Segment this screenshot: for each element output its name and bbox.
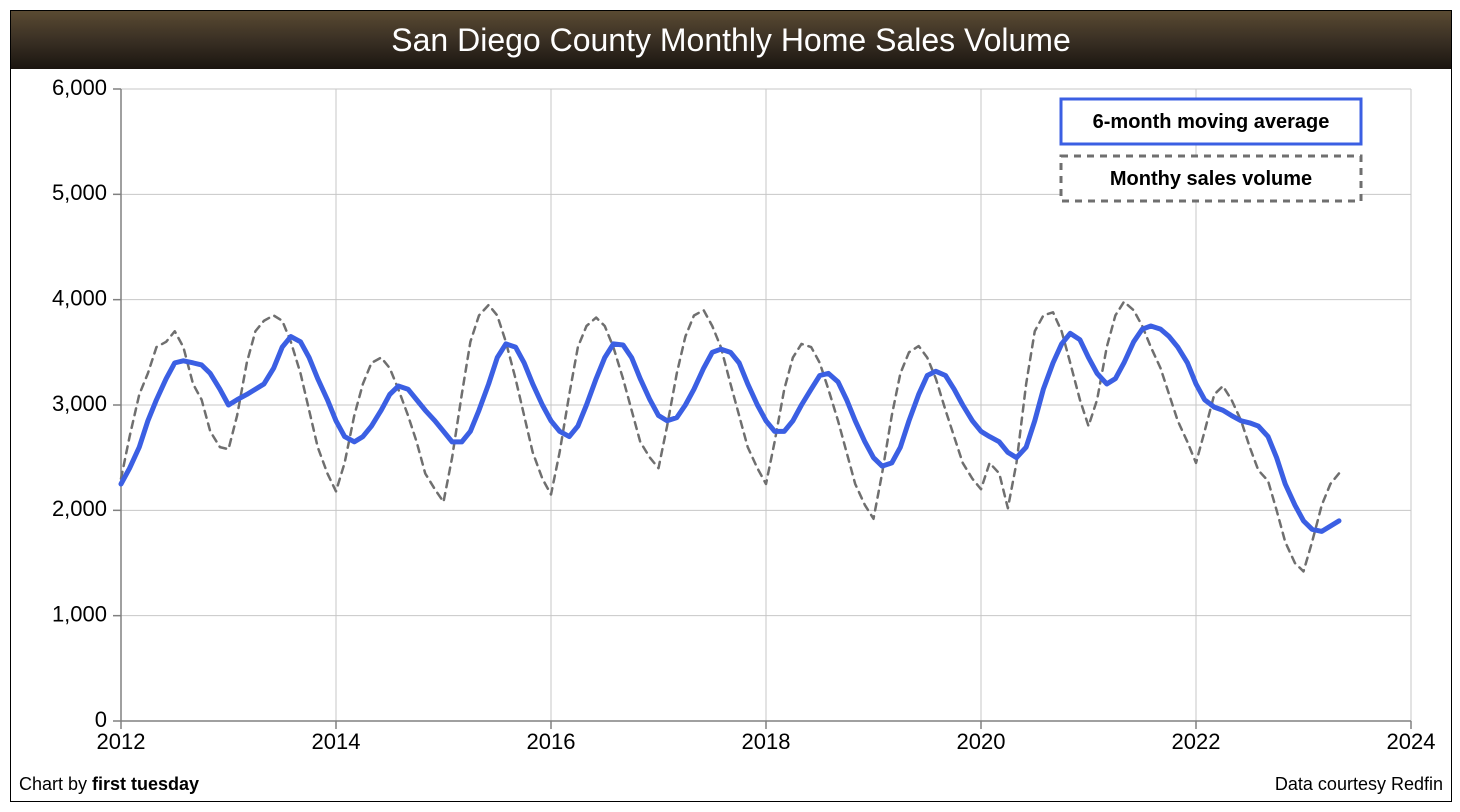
x-tick-label: 2022	[1172, 729, 1221, 754]
title-bar: San Diego County Monthly Home Sales Volu…	[11, 11, 1451, 69]
legend-label: Monthy sales volume	[1110, 168, 1312, 190]
x-tick-label: 2012	[97, 729, 146, 754]
y-tick-label: 2,000	[52, 496, 107, 521]
y-tick-label: 3,000	[52, 391, 107, 416]
footer-right: Data courtesy Redfin	[1275, 774, 1443, 795]
footer-left-prefix: Chart by	[19, 774, 92, 794]
x-tick-label: 2024	[1387, 729, 1436, 754]
y-tick-label: 4,000	[52, 285, 107, 310]
chart-container: San Diego County Monthly Home Sales Volu…	[10, 10, 1452, 802]
y-tick-label: 1,000	[52, 601, 107, 626]
x-tick-label: 2014	[312, 729, 361, 754]
x-tick-label: 2020	[957, 729, 1006, 754]
y-tick-label: 6,000	[52, 75, 107, 100]
footer-left: Chart by first tuesday	[19, 774, 199, 795]
chart-title: San Diego County Monthly Home Sales Volu…	[391, 22, 1070, 59]
legend-label: 6-month moving average	[1093, 111, 1330, 133]
series-line	[121, 302, 1339, 572]
x-tick-label: 2018	[742, 729, 791, 754]
y-tick-label: 5,000	[52, 180, 107, 205]
plot-svg: 01,0002,0003,0004,0005,0006,000201220142…	[11, 69, 1451, 801]
footer-left-bold: first tuesday	[92, 774, 199, 794]
plot-area: 01,0002,0003,0004,0005,0006,000201220142…	[11, 69, 1451, 801]
x-tick-label: 2016	[527, 729, 576, 754]
